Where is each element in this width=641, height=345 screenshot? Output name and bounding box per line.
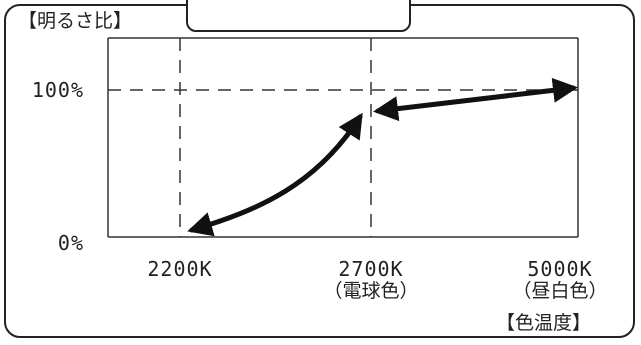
brightness-line-arrow <box>373 77 578 122</box>
x-tick-label-2200k: 2200K <box>147 257 213 281</box>
x-tick-sublabel-2700k: （電球色） <box>323 280 419 302</box>
x-tick-label-5000k: 5000K <box>527 257 593 281</box>
y-tick-label-0: 0% <box>57 231 84 255</box>
x-axis-label: 【色温度】 <box>496 312 592 334</box>
y-tick-label-100: 100% <box>31 78 84 102</box>
y-axis-label: 【明るさ比】 <box>18 10 133 32</box>
x-tick-label-2700k: 2700K <box>338 257 404 281</box>
x-tick-sublabel-5000k: （昼白色） <box>512 280 608 302</box>
header-tab <box>186 0 411 32</box>
brightness-curve-arrow <box>187 112 363 237</box>
